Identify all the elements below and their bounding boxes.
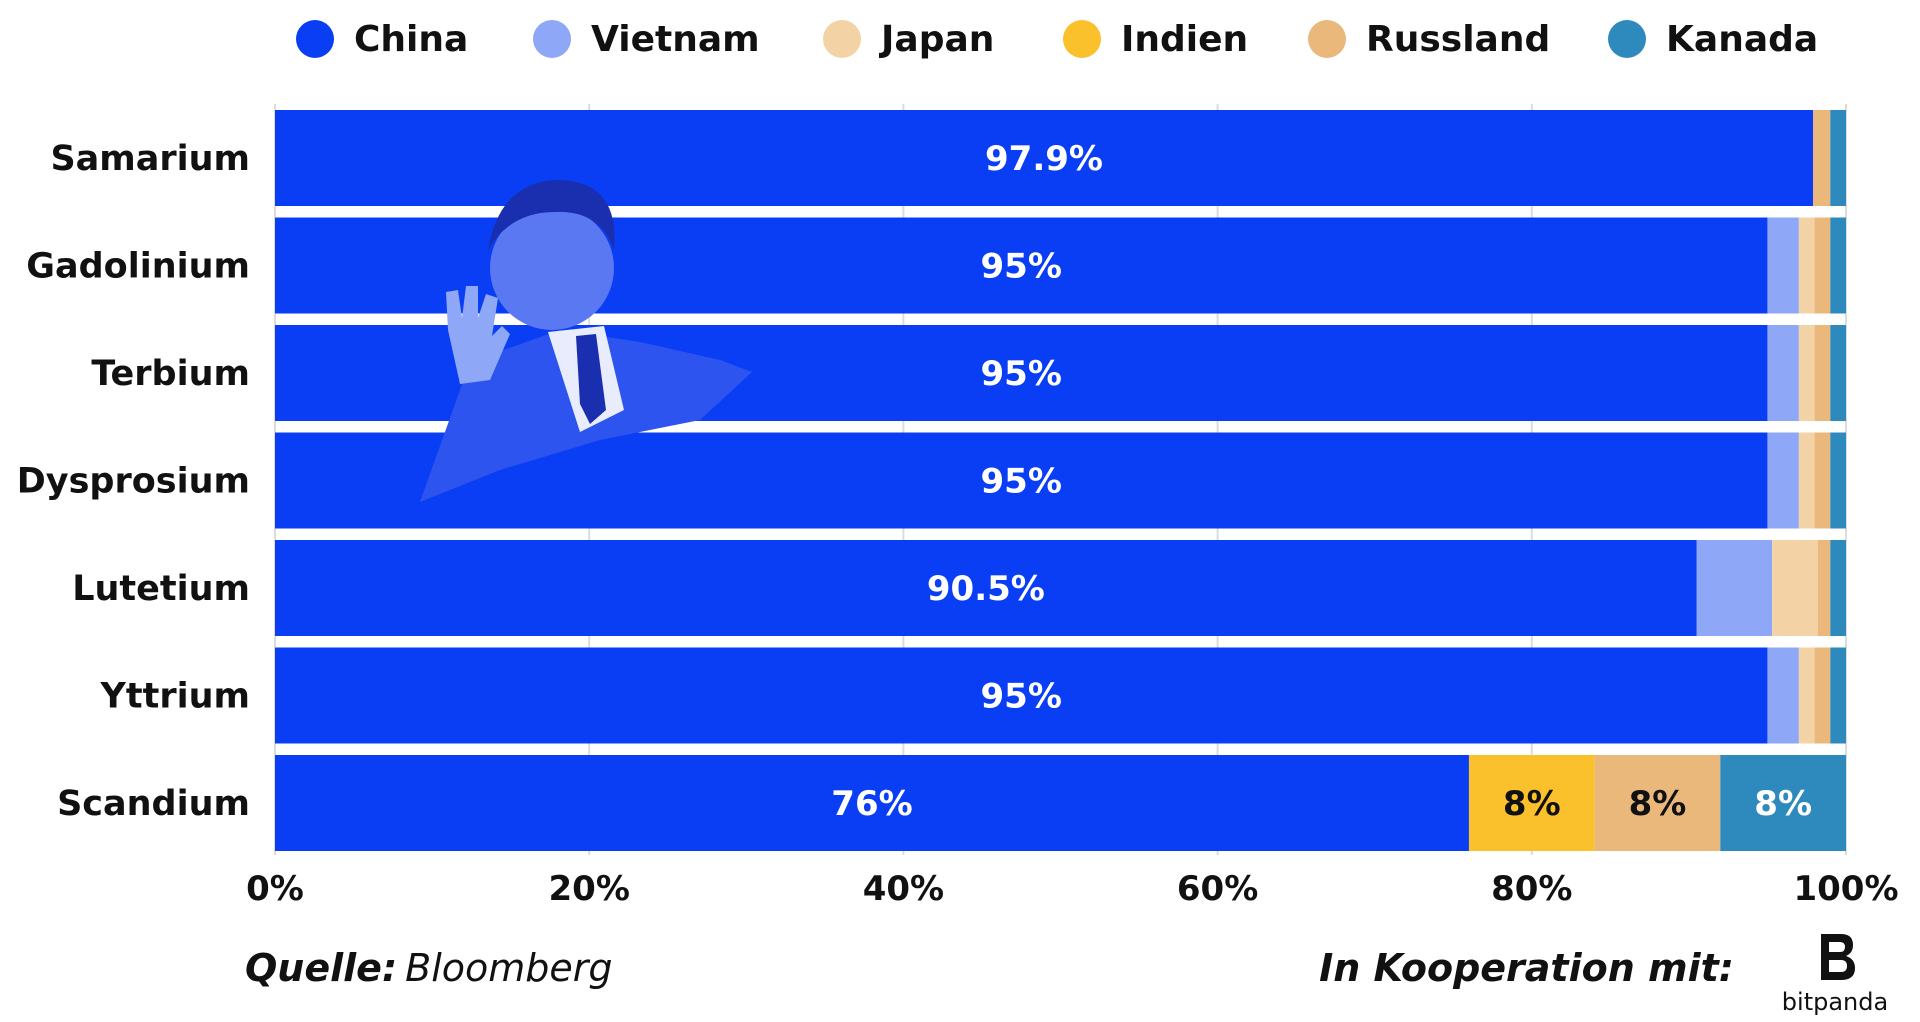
bar-segment-vietnam	[1767, 647, 1799, 744]
portrait-head	[490, 206, 614, 330]
legend-swatch	[1308, 20, 1346, 58]
bar-row-scandium: 76% 8% 8% 8%	[275, 755, 1846, 851]
legend-swatch	[533, 20, 571, 58]
legend-item-vietnam: Vietnam	[533, 14, 760, 64]
bar-segment-japan	[1798, 647, 1815, 744]
x-tick-label: 0%	[246, 869, 304, 909]
bar-segment-russland	[1817, 540, 1831, 636]
bar-segment-kanada	[1830, 540, 1846, 636]
legend-item-kanada: Kanada	[1608, 14, 1818, 64]
data-label: 90.5%	[927, 569, 1045, 609]
legend-label: China	[354, 18, 469, 60]
category-label: Scandium	[57, 784, 250, 824]
x-tick-label: 60%	[1177, 869, 1258, 909]
portrait-hand	[446, 286, 510, 384]
bitpanda-logo-icon	[1821, 934, 1855, 980]
portrait-hair	[488, 180, 615, 250]
legend-swatch	[1063, 20, 1101, 58]
data-label: 8%	[1629, 784, 1687, 824]
bar-segment-russland	[1813, 110, 1831, 206]
bar-segment-japan	[1798, 432, 1815, 529]
legend: China Vietnam Japan Indien Russland Kanada	[0, 14, 1920, 64]
category-label: Samarium	[50, 139, 250, 179]
legend-swatch	[1608, 20, 1646, 58]
data-label: 95%	[981, 677, 1062, 717]
bar-row-yttrium: 95%	[275, 647, 1846, 744]
category-label: Lutetium	[72, 569, 250, 609]
bar-segment-vietnam	[1767, 432, 1799, 529]
bar-segment-japan	[1798, 217, 1815, 314]
portrait-tie	[576, 334, 606, 424]
brand-logo: bitpanda	[1770, 930, 1900, 1020]
bar-segment-vietnam	[1696, 540, 1773, 636]
category-label: Terbium	[91, 354, 250, 394]
bar-segment-china	[275, 755, 1469, 851]
data-label: 95%	[981, 462, 1062, 502]
bar-segment-japan	[1772, 540, 1818, 636]
bar-segment-russland	[1594, 755, 1721, 851]
source-value: Bloomberg	[405, 946, 613, 990]
cooperation-text: In Kooperation mit:	[1319, 946, 1734, 990]
category-label: Dysprosium	[17, 462, 250, 502]
data-label: 97.9%	[985, 139, 1103, 179]
legend-label: Japan	[881, 18, 995, 60]
bar-segment-indien	[1468, 755, 1595, 851]
x-tick-label: 100%	[1793, 869, 1898, 909]
bar-segment-japan	[1798, 325, 1815, 421]
bar-segment-vietnam	[1767, 217, 1799, 314]
bar-segment-vietnam	[1767, 325, 1799, 421]
bar-segment-kanada	[1830, 432, 1846, 529]
bar-row-lutetium: 90.5%	[275, 540, 1846, 636]
x-tick-label: 80%	[1491, 869, 1572, 909]
bar-segment-russland	[1814, 217, 1831, 314]
legend-label: Russland	[1366, 18, 1551, 60]
source-label: Quelle:	[245, 946, 398, 990]
data-label: 95%	[981, 247, 1062, 287]
source-note: Quelle: Bloomberg	[245, 946, 613, 990]
legend-swatch	[823, 20, 861, 58]
data-label: 76%	[831, 784, 912, 824]
data-label: 95%	[981, 354, 1062, 394]
bar-segment-kanada	[1830, 110, 1846, 206]
legend-item-russland: Russland	[1308, 14, 1550, 64]
data-label: 8%	[1503, 784, 1561, 824]
portrait-image	[420, 180, 752, 502]
legend-label: Kanada	[1666, 18, 1819, 60]
x-tick-label: 20%	[549, 869, 630, 909]
x-tick-label: 40%	[863, 869, 944, 909]
category-label: Yttrium	[100, 677, 250, 717]
brand-name: bitpanda	[1781, 988, 1889, 1016]
data-label: 8%	[1754, 784, 1812, 824]
bar-segment-china	[275, 647, 1768, 744]
bar-segment-russland	[1814, 647, 1831, 744]
legend-swatch	[296, 20, 334, 58]
bar-segment-kanada	[1830, 325, 1846, 421]
bar-segment-kanada	[1830, 647, 1846, 744]
bars: 97.9% 95% 95% 95% 90.5% 95% 76% 8% 8% 8%	[275, 110, 1846, 851]
legend-item-indien: Indien	[1063, 14, 1248, 64]
bar-segment-russland	[1814, 432, 1831, 529]
legend-item-japan: Japan	[823, 14, 994, 64]
legend-item-china: China	[296, 14, 468, 64]
bar-segment-kanada	[1830, 217, 1846, 314]
bar-segment-russland	[1814, 325, 1831, 421]
category-label: Gadolinium	[26, 247, 250, 287]
bar-segment-china	[275, 540, 1697, 636]
legend-label: Indien	[1121, 18, 1249, 60]
bar-row-samarium: 97.9%	[275, 110, 1846, 206]
bar-segment-kanada	[1720, 755, 1846, 851]
legend-label: Vietnam	[591, 18, 760, 60]
